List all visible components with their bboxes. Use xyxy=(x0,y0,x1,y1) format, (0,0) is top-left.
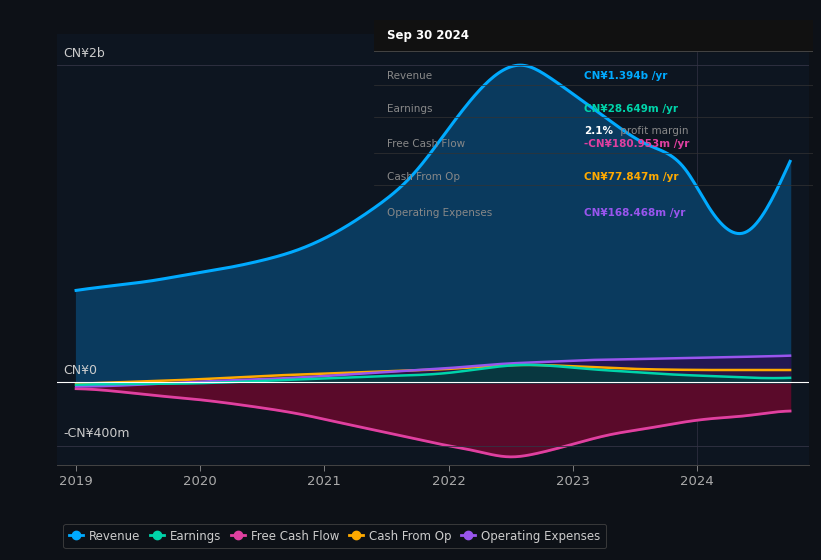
Text: CN¥1.394b /yr: CN¥1.394b /yr xyxy=(585,71,667,81)
Text: CN¥2b: CN¥2b xyxy=(64,46,105,60)
Text: Earnings: Earnings xyxy=(387,104,432,114)
Text: CN¥0: CN¥0 xyxy=(64,364,98,377)
Text: Revenue: Revenue xyxy=(387,71,432,81)
Text: -CN¥400m: -CN¥400m xyxy=(64,427,131,440)
Text: 2.1%: 2.1% xyxy=(585,126,613,136)
Text: Operating Expenses: Operating Expenses xyxy=(387,208,492,218)
Text: -CN¥180.953m /yr: -CN¥180.953m /yr xyxy=(585,139,690,150)
Text: CN¥28.649m /yr: CN¥28.649m /yr xyxy=(585,104,678,114)
Text: Free Cash Flow: Free Cash Flow xyxy=(387,139,465,150)
Text: CN¥168.468m /yr: CN¥168.468m /yr xyxy=(585,208,686,218)
Text: CN¥77.847m /yr: CN¥77.847m /yr xyxy=(585,172,679,182)
Text: Sep 30 2024: Sep 30 2024 xyxy=(387,29,469,42)
Text: profit margin: profit margin xyxy=(617,126,689,136)
Legend: Revenue, Earnings, Free Cash Flow, Cash From Op, Operating Expenses: Revenue, Earnings, Free Cash Flow, Cash … xyxy=(63,524,606,548)
Text: Cash From Op: Cash From Op xyxy=(387,172,460,182)
Bar xyxy=(374,20,813,51)
